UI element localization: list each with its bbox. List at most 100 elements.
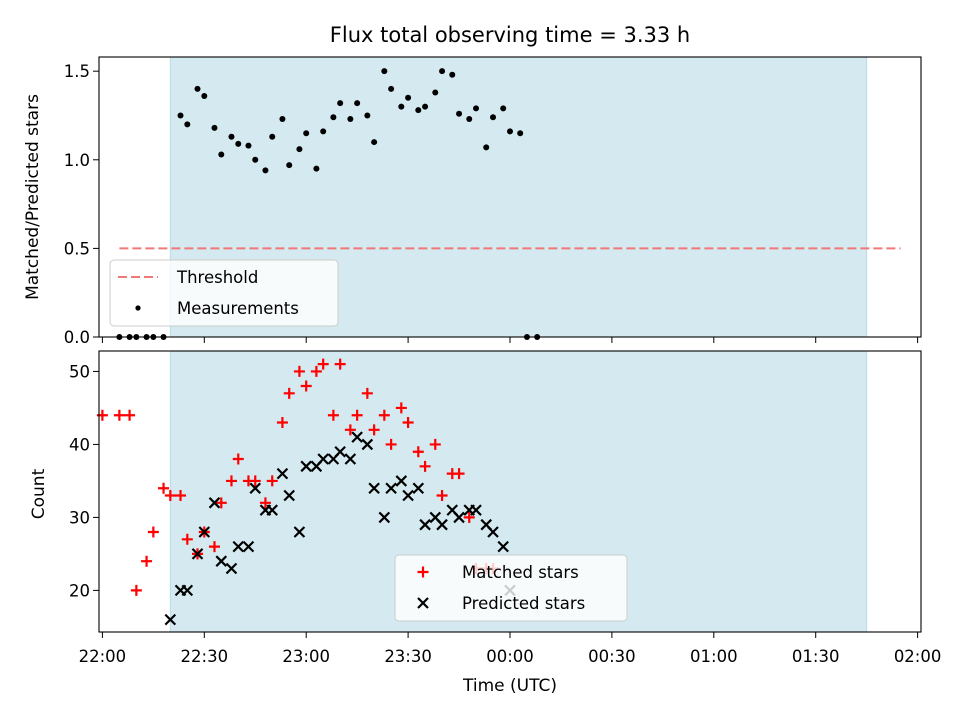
predicted-star-point bbox=[215, 555, 228, 567]
matched-star-point bbox=[395, 402, 407, 414]
predicted-star-point bbox=[351, 431, 363, 443]
matched-star-point bbox=[334, 358, 346, 370]
legend-x-swatch bbox=[417, 597, 429, 609]
legend: Threshold Measurements bbox=[109, 259, 339, 327]
matched-star-point bbox=[181, 533, 193, 545]
matched-star-point bbox=[351, 409, 363, 421]
predicted-star-point bbox=[276, 467, 289, 480]
series-measurements bbox=[116, 68, 541, 340]
matched-star-point bbox=[130, 584, 142, 596]
measurement-point bbox=[279, 116, 286, 123]
predicted-star-point bbox=[232, 540, 245, 553]
predicted-star-point bbox=[419, 518, 431, 531]
measurement-point bbox=[286, 162, 293, 169]
x-axis-label: Time (UTC) bbox=[462, 676, 557, 696]
matched-star-point bbox=[310, 365, 322, 377]
matched-star-point bbox=[327, 409, 339, 421]
predicted-star-point bbox=[395, 475, 408, 487]
x-tick-label: 01:30 bbox=[792, 647, 840, 666]
measurement-point bbox=[194, 85, 201, 92]
legend-dot-swatch bbox=[135, 305, 141, 311]
measurement-point bbox=[507, 128, 513, 135]
legend-plus-swatch bbox=[417, 566, 429, 578]
matched-star-point bbox=[385, 438, 397, 450]
predicted-star-point bbox=[293, 526, 306, 538]
x-tick-label: 23:30 bbox=[384, 647, 432, 666]
predicted-star-point bbox=[412, 482, 425, 494]
measurement-point bbox=[432, 89, 439, 96]
top-panel: 0.0 0.5 1.0 1.5 Threshold Measurements bbox=[64, 56, 922, 347]
matched-star-point bbox=[283, 387, 295, 399]
x-tick-label: 23:00 bbox=[282, 647, 330, 666]
matched-star-point bbox=[158, 482, 170, 494]
legend: Matched stars Predicted stars bbox=[394, 554, 628, 622]
predicted-star-point bbox=[225, 562, 238, 575]
measurement-point bbox=[337, 100, 344, 107]
series-predicted-stars bbox=[164, 431, 516, 626]
matched-star-point bbox=[436, 490, 448, 502]
matched-star-point bbox=[113, 409, 125, 421]
measurement-point bbox=[422, 103, 429, 110]
legend-box bbox=[394, 554, 628, 622]
matched-star-point bbox=[378, 409, 390, 421]
matched-star-point bbox=[124, 409, 136, 421]
predicted-star-point bbox=[368, 482, 380, 494]
x-tick-label: 22:30 bbox=[181, 647, 229, 666]
matched-star-point bbox=[266, 475, 278, 487]
x-tick-label: 02:00 bbox=[894, 647, 942, 666]
predicted-star-point bbox=[385, 482, 397, 494]
measurement-point bbox=[303, 130, 310, 137]
measurement-point bbox=[364, 112, 371, 119]
matched-star-point bbox=[361, 387, 373, 399]
measurement-point bbox=[201, 92, 208, 99]
predicted-star-point bbox=[453, 511, 465, 524]
predicted-star-point bbox=[344, 453, 357, 465]
y-tick-label: 0.5 bbox=[64, 239, 90, 258]
measurement-point bbox=[347, 116, 354, 123]
x-tick-label: 00:00 bbox=[486, 647, 534, 666]
y-tick-label: 50 bbox=[69, 362, 90, 381]
predicted-star-point bbox=[208, 497, 221, 509]
legend-label: Matched stars bbox=[462, 563, 579, 582]
predicted-star-point bbox=[198, 526, 211, 538]
predicted-star-point bbox=[378, 511, 391, 524]
measurement-point bbox=[177, 112, 184, 119]
predicted-star-point bbox=[191, 548, 204, 560]
matched-star-point bbox=[412, 446, 424, 458]
measurement-point bbox=[415, 107, 422, 114]
legend-label: Measurements bbox=[177, 299, 299, 318]
measurement-point bbox=[439, 68, 446, 75]
matched-star-point bbox=[429, 438, 441, 450]
y-tick-label: 30 bbox=[69, 508, 90, 527]
predicted-star-point bbox=[266, 504, 279, 516]
measurement-point bbox=[296, 146, 303, 153]
legend-label: Predicted stars bbox=[462, 594, 585, 613]
matched-star-point bbox=[147, 526, 159, 538]
measurement-point bbox=[456, 110, 463, 117]
measurement-point bbox=[269, 133, 276, 140]
predicted-star-point bbox=[497, 540, 509, 553]
matched-star-point bbox=[164, 490, 176, 502]
y-tick-label: 1.0 bbox=[64, 151, 90, 170]
x-tick-label: 22:00 bbox=[79, 647, 127, 666]
measurement-point bbox=[490, 114, 497, 121]
matched-star-point bbox=[141, 555, 153, 567]
measurement-point bbox=[405, 94, 412, 101]
matched-star-point bbox=[232, 453, 244, 465]
measurement-point bbox=[398, 103, 405, 110]
predicted-star-point bbox=[402, 489, 414, 502]
predicted-star-point bbox=[300, 460, 312, 473]
matched-star-point bbox=[249, 475, 261, 487]
matched-star-point bbox=[300, 380, 312, 392]
y-tick-label: 40 bbox=[69, 435, 90, 454]
measurement-point bbox=[235, 140, 242, 147]
matched-star-point bbox=[175, 490, 187, 502]
measurement-point bbox=[371, 139, 378, 146]
x-tick-label: 00:30 bbox=[588, 647, 636, 666]
chart-title: Flux total observing time = 3.33 h bbox=[330, 23, 690, 47]
measurement-point bbox=[330, 114, 337, 121]
measurement-point bbox=[466, 116, 473, 123]
matched-star-point bbox=[317, 358, 329, 370]
legend-box bbox=[109, 259, 339, 327]
predicted-star-point bbox=[470, 504, 482, 516]
